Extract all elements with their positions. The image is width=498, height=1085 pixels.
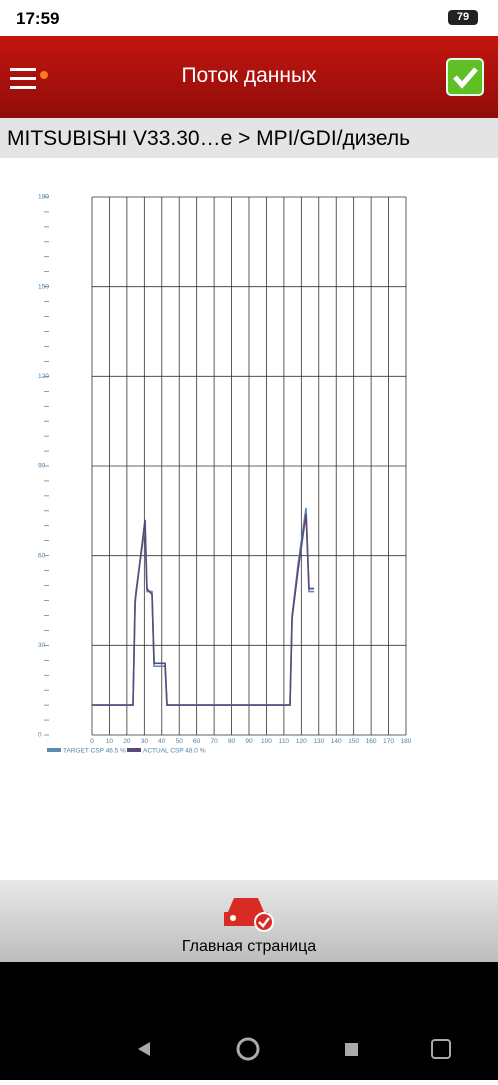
recent-button[interactable] — [345, 1043, 358, 1056]
breadcrumb: MITSUBISHI V33.30…e > MPI/GDI/дизель — [0, 118, 498, 158]
x-tick-label: 10 — [106, 738, 114, 745]
x-tick-label: 140 — [331, 738, 342, 745]
system-nav — [0, 962, 498, 1080]
x-tick-label: 150 — [348, 738, 359, 745]
app-header: Поток данных — [0, 36, 498, 118]
nav-buttons — [138, 1037, 451, 1061]
y-tick-label: 60 — [38, 552, 46, 559]
x-tick-label: 80 — [228, 738, 236, 745]
menu-button[interactable] — [8, 64, 48, 94]
chart: 0 30 60 90 120 150 180 0 10 20 30 40 50 60 70 80 90 100 11… — [38, 194, 412, 755]
x-tick-label: 0 — [90, 738, 94, 745]
x-tick-label: 90 — [245, 738, 253, 745]
x-tick-label: 120 — [296, 738, 307, 745]
y-tick-label: 30 — [38, 642, 46, 649]
status-bar: 17:59 79 — [0, 0, 498, 36]
home-button[interactable] — [236, 1037, 260, 1061]
header-title: Поток данных — [181, 64, 317, 87]
data-line — [92, 507, 315, 706]
confirm-button[interactable] — [446, 58, 484, 96]
data-line — [92, 513, 315, 706]
home-label[interactable]: Главная страница — [181, 938, 317, 955]
x-tick-label: 30 — [141, 738, 149, 745]
x-tick-label: 170 — [383, 738, 394, 745]
home-icon[interactable] — [220, 890, 280, 934]
legend-swatch — [127, 748, 141, 752]
y-tick-label: 150 — [38, 283, 49, 290]
x-tick-label: 180 — [401, 738, 412, 745]
x-tick-label: 100 — [261, 738, 272, 745]
x-tick-label: 40 — [158, 738, 166, 745]
battery: 79 — [448, 10, 478, 25]
legend-label: TARGET CSP 46.5 % — [63, 748, 126, 755]
legend-swatch — [47, 748, 61, 752]
y-tick-label: 0 — [38, 732, 42, 739]
x-tick-label: 70 — [210, 738, 218, 745]
x-tick-label: 50 — [176, 738, 184, 745]
y-tick-label: 180 — [38, 194, 49, 201]
legend-label: ACTUAL CSP 48.0 % — [143, 748, 206, 755]
y-tick-label: 90 — [38, 463, 46, 470]
x-tick-label: 20 — [123, 738, 131, 745]
footer-bar: Главная страница — [0, 880, 498, 962]
fullscreen-button[interactable] — [431, 1039, 451, 1059]
y-tick-label: 120 — [38, 373, 49, 380]
x-tick-label: 110 — [279, 738, 290, 745]
x-tick-label: 160 — [366, 738, 377, 745]
x-tick-label: 60 — [193, 738, 201, 745]
back-button[interactable] — [138, 1042, 150, 1056]
x-tick-label: 130 — [313, 738, 324, 745]
clock: 17:59 — [16, 9, 60, 28]
